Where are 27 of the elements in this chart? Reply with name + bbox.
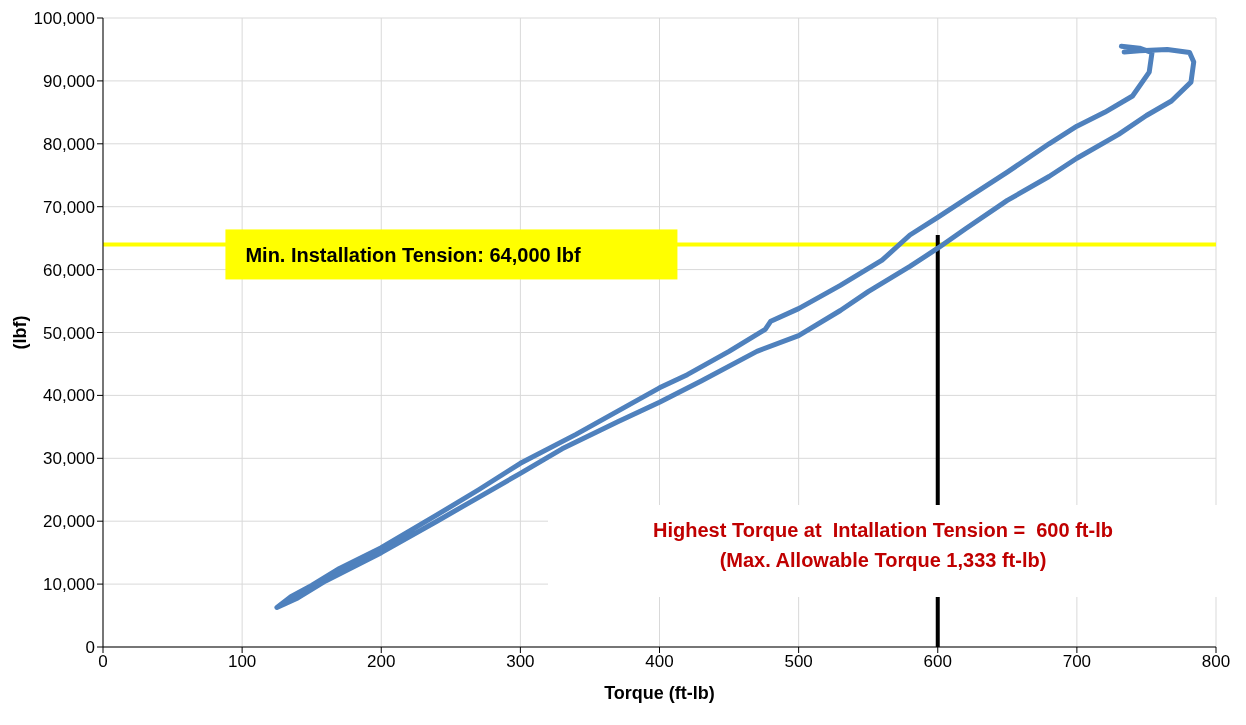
y-tick-label: 90,000 bbox=[43, 71, 95, 91]
x-tick-label: 400 bbox=[645, 652, 674, 672]
x-tick-label: 500 bbox=[784, 652, 813, 672]
x-tick-label: 300 bbox=[506, 652, 535, 672]
x-tick-label: 600 bbox=[923, 652, 952, 672]
y-tick-label: 60,000 bbox=[43, 260, 95, 280]
y-tick-label: 100,000 bbox=[33, 9, 95, 29]
y-tick-label: 0 bbox=[85, 638, 95, 658]
annotation: Highest Torque at Intallation Tension = 600 ft-lb bbox=[652, 518, 1114, 543]
y-tick-label: 80,000 bbox=[43, 134, 95, 154]
callout-box: Highest Torque at Intallation Tension = 600 ft-lb (Max. Allowable Torque 1,333 ft-lb) bbox=[548, 505, 1218, 597]
x-axis-title: Torque (ft-lb) bbox=[604, 683, 715, 703]
x-tick-label: 700 bbox=[1062, 652, 1092, 672]
x-tick-label: 0 bbox=[98, 652, 108, 672]
ref-line-label: Min. Installation Tension: 64,000 lbf bbox=[245, 244, 581, 267]
x-tick-label: 800 bbox=[1201, 652, 1231, 672]
y-tick-label: 70,000 bbox=[43, 197, 95, 217]
x-tick-label: 100 bbox=[227, 652, 257, 672]
y-tick-label: 10,000 bbox=[43, 575, 95, 595]
y-tick-label: 40,000 bbox=[43, 386, 95, 406]
y-tick-label: 50,000 bbox=[43, 323, 95, 343]
y-tick-label: 20,000 bbox=[43, 512, 95, 532]
y-axis-title: (lbf) bbox=[10, 315, 31, 350]
x-tick-label: 200 bbox=[367, 652, 396, 672]
annotation: (Max. Allowable Torque 1,333 ft-lb) bbox=[718, 548, 1048, 573]
callout-box: Min. Installation Tension: 64,000 lbf bbox=[225, 229, 678, 280]
y-tick-label: 30,000 bbox=[43, 449, 95, 469]
